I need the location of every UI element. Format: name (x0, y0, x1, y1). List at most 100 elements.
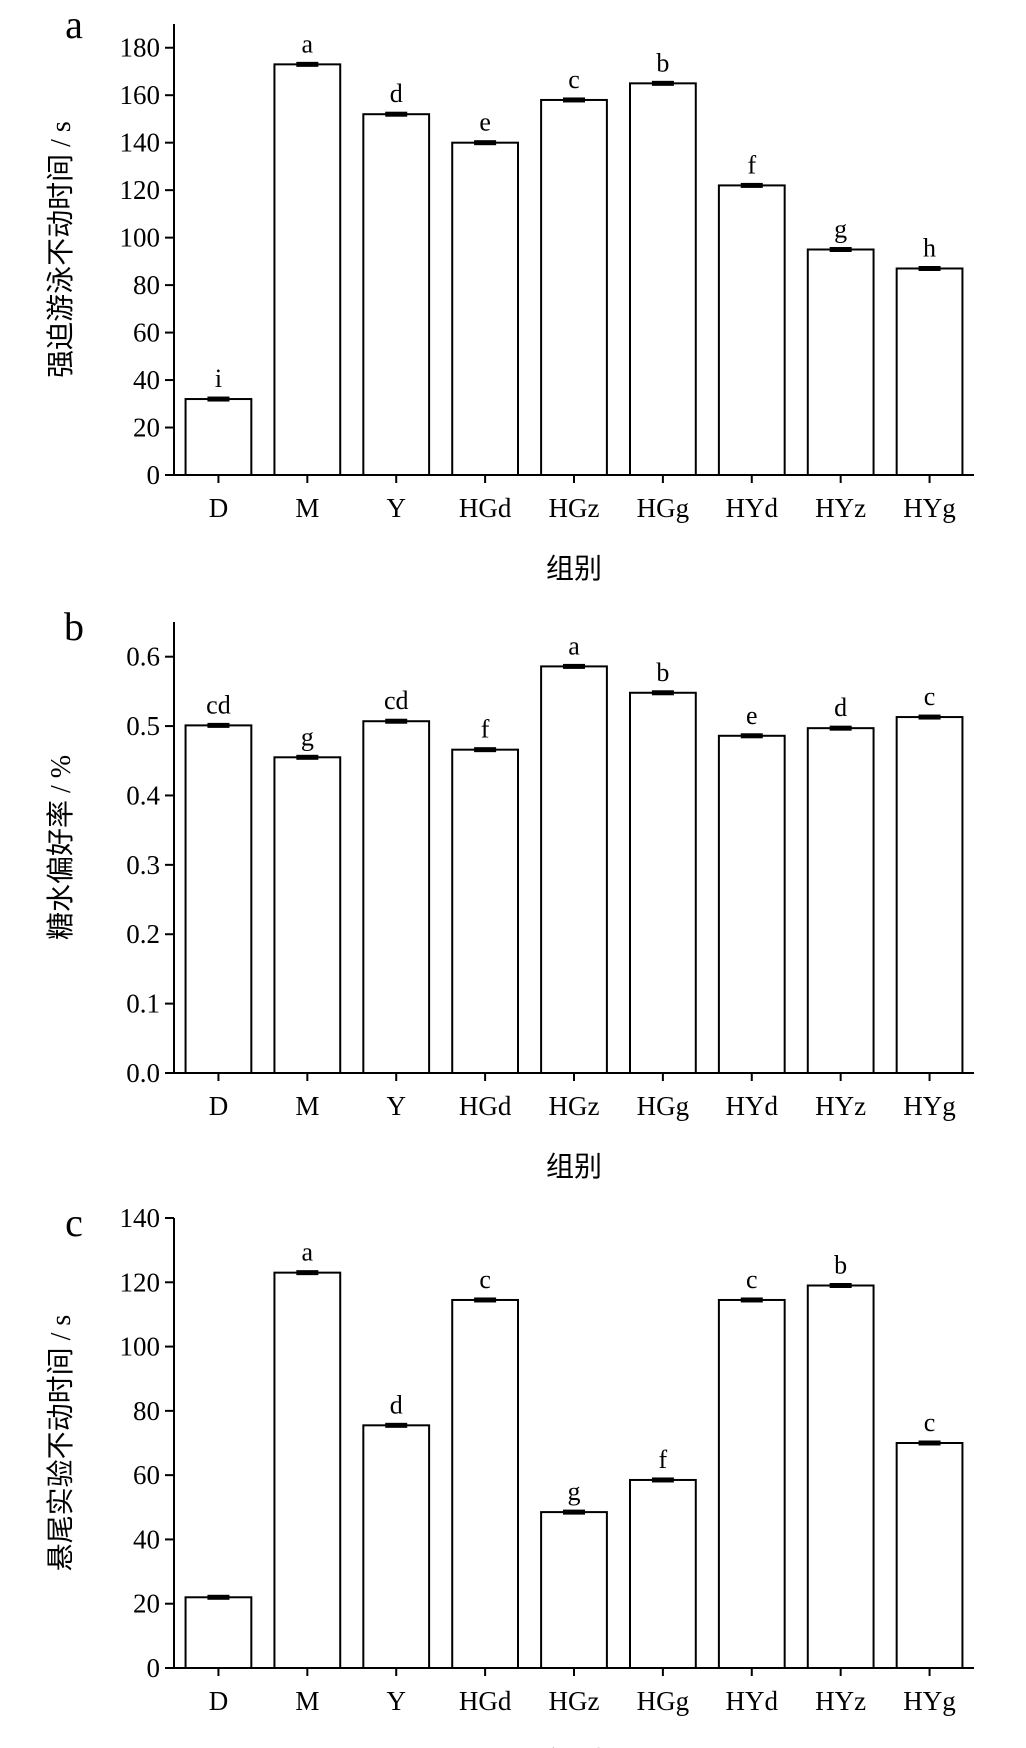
significance-label: a (302, 29, 314, 58)
bar-HYd (717, 1298, 786, 1669)
x-tick-label: M (295, 493, 319, 523)
error-bar (207, 396, 230, 402)
x-tick-label: HYg (903, 1686, 956, 1716)
bar-HYd (717, 184, 786, 476)
significance-label: e (746, 701, 758, 730)
x-tick-label: HGg (637, 493, 690, 523)
y-tick-label: 0.0 (126, 1058, 160, 1088)
x-tick-label: HYz (815, 1686, 866, 1716)
significance-label: c (479, 1265, 491, 1294)
x-tick-label: HYd (726, 1686, 779, 1716)
significance-label: e (479, 108, 491, 137)
error-bar (385, 718, 408, 724)
significance-label: cd (206, 690, 231, 719)
significance-label: d (390, 79, 403, 108)
bar-HYg (895, 1442, 964, 1669)
error-bar (740, 733, 763, 739)
x-tick-label: HGd (459, 493, 512, 523)
significance-label: d (390, 1390, 403, 1419)
x-tick-label: HYg (903, 1091, 956, 1121)
x-tick-label: HGd (459, 1686, 512, 1716)
bar-HGg (629, 691, 697, 1074)
bar-HYz (806, 248, 875, 476)
y-tick-label: 0.1 (126, 989, 160, 1019)
significance-label: a (302, 1238, 314, 1267)
x-tick-label: HGz (549, 1686, 600, 1716)
significance-label: h (923, 233, 936, 262)
significance-label: a (568, 631, 580, 660)
x-tick-label: HYd (726, 493, 779, 523)
error-bar (563, 97, 585, 103)
error-bar (829, 1283, 852, 1288)
error-bar (651, 80, 674, 86)
significance-label: b (656, 658, 669, 687)
x-tick-label: HGd (459, 1091, 512, 1121)
significance-label: c (568, 65, 580, 94)
significance-label: g (568, 1477, 581, 1506)
error-bar (296, 1270, 319, 1276)
y-axis-title: 糖水偏好率 / % (45, 755, 77, 940)
x-tick-label: Y (386, 493, 406, 523)
error-bar (207, 722, 230, 728)
chart-panel-b: b0.00.10.20.30.40.50.6DcdMgYcdHGdfHGzaHG… (45, 604, 974, 1183)
y-tick-label: 0 (147, 460, 161, 490)
x-tick-label: D (209, 493, 229, 523)
error-bar (829, 247, 852, 252)
panel-letter: c (65, 1200, 83, 1245)
bar-M (273, 63, 342, 476)
x-tick-label: HGg (637, 1091, 690, 1121)
y-tick-label: 60 (133, 318, 160, 348)
y-tick-label: 100 (120, 223, 161, 253)
error-bar (207, 1594, 230, 1600)
y-tick-label: 0.2 (126, 919, 160, 949)
significance-label: c (746, 1265, 758, 1294)
x-tick-label: M (295, 1091, 319, 1121)
x-tick-label: M (295, 1686, 319, 1716)
bar-M (273, 1271, 342, 1669)
y-tick-label: 40 (133, 1524, 160, 1554)
y-tick-label: 120 (120, 175, 161, 205)
error-bar (740, 1297, 763, 1303)
y-tick-label: 0 (147, 1653, 161, 1683)
x-tick-label: Y (386, 1091, 406, 1121)
bar-HGd (451, 141, 520, 476)
y-tick-label: 160 (120, 80, 161, 110)
x-tick-label: HYz (815, 1091, 866, 1121)
chart-panel-a: a 0 20 40 60 80 100 120 140 160 180 Di Ma Yd HGd e HGz c H… (45, 2, 974, 585)
error-bar (385, 111, 408, 117)
y-tick-label: 60 (133, 1460, 160, 1490)
significance-label: f (747, 150, 756, 179)
y-tick-label: 80 (133, 270, 160, 300)
x-tick-label: HGz (549, 493, 600, 523)
x-tick-label: HGz (549, 1091, 600, 1121)
y-tick-label: 0.3 (126, 850, 160, 880)
bar-HYg (895, 267, 964, 476)
error-bar (918, 265, 941, 271)
bar-HYz (806, 727, 875, 1074)
x-tick-label: HYg (903, 493, 956, 523)
x-axis-title: 组别 (546, 553, 602, 585)
error-bar (563, 663, 585, 669)
error-bar (296, 754, 319, 760)
bar-D (184, 398, 253, 477)
bar-HGg (629, 1478, 697, 1669)
bar-Y (362, 720, 431, 1074)
x-tick-label: HYz (815, 493, 866, 523)
y-tick-label: 100 (120, 1332, 161, 1362)
x-axis-title: 组别 (546, 1151, 602, 1183)
y-tick-label: 0.6 (126, 642, 160, 672)
significance-label: f (659, 1445, 668, 1474)
significance-label: b (656, 48, 669, 77)
error-bar (385, 1422, 408, 1428)
y-tick-label: 20 (133, 1589, 160, 1619)
x-tick-label: D (209, 1686, 229, 1716)
chart-panel-c: c 0 20 40 60 80 100 120 140 D Ma Yd HGd c HGz g HGg f HYd c… (45, 1200, 974, 1748)
bar-HGg (629, 82, 697, 476)
bar-HGd (451, 748, 520, 1074)
significance-label: g (834, 215, 847, 244)
significance-label: d (834, 693, 847, 722)
error-bar (563, 1509, 585, 1515)
error-bar (296, 61, 319, 67)
x-tick-label: HGg (637, 1686, 690, 1716)
